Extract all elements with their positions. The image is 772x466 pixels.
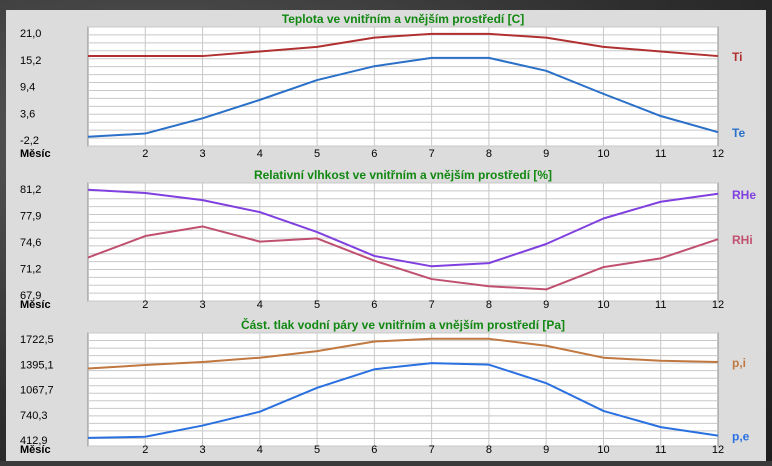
x-tick-label: 11 bbox=[655, 148, 666, 160]
y-tick-label: 71,2 bbox=[20, 264, 41, 276]
x-tick-label: 10 bbox=[597, 444, 609, 456]
y-tick-label: 74,6 bbox=[20, 237, 41, 249]
y-tick-label: 21,0 bbox=[20, 28, 41, 40]
y-tick-label: 15,2 bbox=[20, 55, 41, 67]
x-tick-label: 11 bbox=[655, 299, 666, 311]
x-axis-label: Měsíc bbox=[20, 444, 51, 456]
series-line-ti bbox=[88, 32, 719, 58]
plot-area-2 bbox=[87, 182, 719, 302]
charts-svg: Teplota ve vnitřním a vnějším prostředí … bbox=[20, 12, 756, 456]
series-line-rhe bbox=[87, 188, 719, 268]
y-tick-label: 3,6 bbox=[20, 108, 35, 120]
x-tick-label: 12 bbox=[712, 148, 724, 160]
y-tick-label: 412,9 bbox=[20, 435, 48, 447]
y-tick-label: 67,9 bbox=[20, 290, 41, 302]
x-tick-label: 8 bbox=[486, 299, 492, 311]
series-label-rhi: RHi bbox=[732, 233, 753, 247]
x-tick-label: 8 bbox=[486, 148, 492, 160]
series-label-pe: p,e bbox=[732, 430, 750, 444]
y-tick-label: 81,2 bbox=[20, 184, 41, 196]
x-tick-label: 4 bbox=[257, 444, 263, 456]
y-tick-label: 9,4 bbox=[20, 82, 35, 94]
x-tick-label: 4 bbox=[257, 299, 263, 311]
series-line-te bbox=[87, 56, 719, 138]
plot-area-1 bbox=[87, 26, 719, 147]
x-tick-label: 5 bbox=[314, 444, 320, 456]
x-tick-label: 10 bbox=[597, 299, 609, 311]
series-line-rhi bbox=[87, 225, 719, 291]
x-tick-label: 6 bbox=[371, 299, 377, 311]
x-tick-label: 9 bbox=[543, 299, 549, 311]
series-line-pi bbox=[87, 337, 719, 370]
chart-title-1: Teplota ve vnitřním a vnějším prostředí … bbox=[282, 12, 525, 26]
y-tick-label: 77,9 bbox=[20, 211, 41, 223]
x-tick-label: 6 bbox=[371, 444, 377, 456]
x-tick-label: 6 bbox=[371, 148, 377, 160]
x-tick-label: 3 bbox=[199, 299, 205, 311]
chart-title-2: Relativní vlhkost ve vnitřním a vnějším … bbox=[254, 168, 552, 182]
x-tick-label: 2 bbox=[142, 148, 148, 160]
y-tick-label: 1722,5 bbox=[20, 334, 54, 346]
x-tick-label: 5 bbox=[314, 299, 320, 311]
x-tick-label: 9 bbox=[543, 444, 549, 456]
chart-title-3: Část. tlak vodní páry ve vnitřním a vněj… bbox=[241, 317, 565, 332]
x-tick-label: 11 bbox=[655, 444, 666, 456]
x-tick-label: 12 bbox=[712, 299, 724, 311]
x-tick-label: 10 bbox=[597, 148, 609, 160]
series-label-te: Te bbox=[732, 126, 745, 140]
x-tick-label: 3 bbox=[199, 148, 205, 160]
x-tick-label: 2 bbox=[142, 299, 148, 311]
x-axis-label: Měsíc bbox=[20, 299, 51, 311]
x-tick-label: 7 bbox=[429, 148, 435, 160]
series-label-ti: Ti bbox=[732, 50, 742, 64]
series-line-pe bbox=[87, 362, 719, 439]
x-tick-label: 5 bbox=[314, 148, 320, 160]
x-tick-label: 7 bbox=[429, 299, 435, 311]
x-tick-label: 4 bbox=[257, 148, 263, 160]
series-label-pi: p,i bbox=[732, 356, 746, 370]
chart-panel: Teplota ve vnitřním a vnějším prostředí … bbox=[6, 10, 766, 461]
x-axis-label: Měsíc bbox=[20, 148, 51, 160]
x-tick-label: 9 bbox=[543, 148, 549, 160]
series-label-rhe: RHe bbox=[732, 188, 756, 202]
x-tick-label: 7 bbox=[429, 444, 435, 456]
y-tick-label: 1395,1 bbox=[20, 359, 54, 371]
y-tick-label: -2,2 bbox=[20, 135, 39, 147]
x-tick-label: 2 bbox=[142, 444, 148, 456]
x-tick-label: 8 bbox=[486, 444, 492, 456]
y-tick-label: 1067,7 bbox=[20, 385, 54, 397]
x-tick-label: 12 bbox=[712, 444, 724, 456]
y-tick-label: 740,3 bbox=[20, 410, 48, 422]
x-tick-label: 3 bbox=[199, 444, 205, 456]
